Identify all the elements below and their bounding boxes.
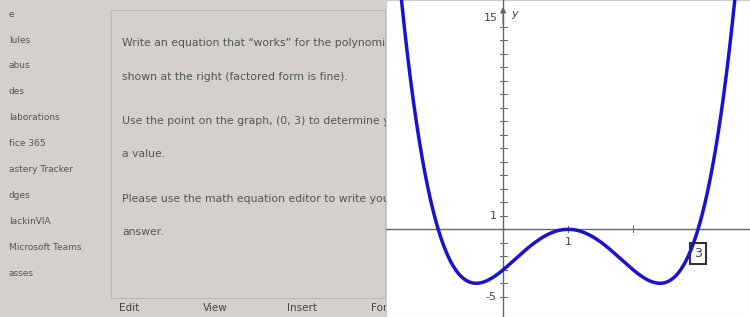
Text: 3: 3 xyxy=(694,247,702,260)
Text: 1: 1 xyxy=(565,237,572,247)
Text: Use the point on the graph, (0, 3) to determine your: Use the point on the graph, (0, 3) to de… xyxy=(122,116,407,126)
Text: answer.: answer. xyxy=(122,227,164,237)
Text: View: View xyxy=(202,303,227,314)
Text: a value.: a value. xyxy=(122,149,165,159)
Text: astery Tracker: astery Tracker xyxy=(9,165,73,174)
Text: abus: abus xyxy=(9,61,30,70)
Text: Insert: Insert xyxy=(287,303,317,314)
Text: Write an equation that “works” for the polynomial: Write an equation that “works” for the p… xyxy=(122,38,394,49)
Text: fice 365: fice 365 xyxy=(9,139,45,148)
Text: 1: 1 xyxy=(490,211,496,221)
Text: lules: lules xyxy=(9,36,30,44)
Text: des: des xyxy=(9,87,25,96)
Text: e: e xyxy=(9,10,14,18)
Text: -5: -5 xyxy=(486,292,496,302)
Text: shown at the right (factored form is fine).: shown at the right (factored form is fin… xyxy=(122,72,348,81)
Text: dges: dges xyxy=(9,191,31,200)
Text: Please use the math equation editor to write your: Please use the math equation editor to w… xyxy=(122,194,394,204)
Text: Edit: Edit xyxy=(118,303,139,314)
Text: y: y xyxy=(511,9,518,19)
Text: Microsoft Teams: Microsoft Teams xyxy=(9,243,81,252)
Text: 15: 15 xyxy=(484,13,498,23)
Text: Format: Format xyxy=(371,303,408,314)
Text: laborations: laborations xyxy=(9,113,59,122)
Text: asses: asses xyxy=(9,269,34,278)
Text: lackinVIA: lackinVIA xyxy=(9,217,50,226)
